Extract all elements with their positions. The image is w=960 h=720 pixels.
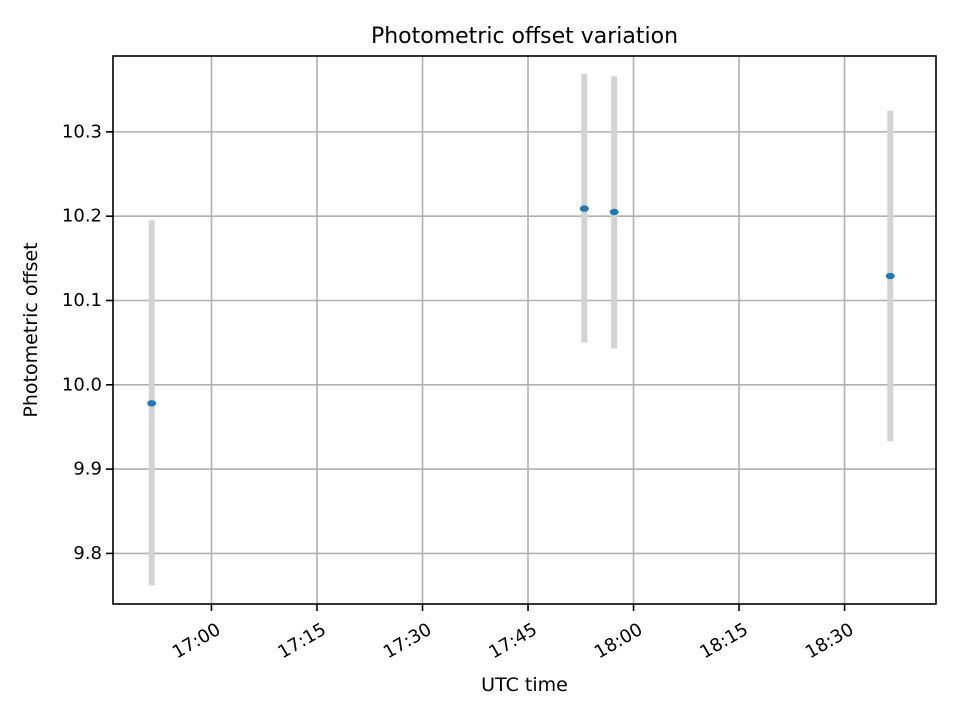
point-layer — [147, 205, 895, 407]
x-tick-label: 17:00 — [169, 619, 224, 663]
x-tick-label: 17:45 — [485, 619, 540, 663]
x-tick-label: 17:15 — [274, 619, 329, 663]
tick-layer: 17:00 17:15 17:30 17:45 18:00 18:15 18:30 9.8 9.… — [62, 121, 857, 663]
chart-title: Photometric offset variation — [371, 24, 678, 49]
grid-layer — [113, 56, 936, 604]
data-point — [579, 205, 589, 212]
y-tick-label: 10.1 — [62, 290, 102, 311]
x-tick-label: 18:15 — [696, 619, 751, 663]
y-tick-label: 10.0 — [62, 374, 102, 395]
x-tick-label: 18:00 — [591, 619, 646, 663]
y-tick-label: 10.3 — [62, 121, 102, 142]
y-tick-label: 9.8 — [73, 543, 102, 564]
plot-frame — [112, 55, 937, 605]
y-tick-label: 9.9 — [73, 459, 102, 480]
y-tick-label: 10.2 — [62, 206, 102, 227]
data-point — [147, 400, 157, 407]
x-axis-label: UTC time — [481, 674, 568, 696]
x-tick-label: 18:30 — [802, 619, 857, 663]
error-bar-layer — [148, 73, 894, 586]
data-point — [885, 272, 895, 280]
data-point — [609, 208, 619, 216]
y-axis-label: Photometric offset — [20, 242, 42, 417]
x-tick-label: 17:30 — [380, 619, 435, 663]
